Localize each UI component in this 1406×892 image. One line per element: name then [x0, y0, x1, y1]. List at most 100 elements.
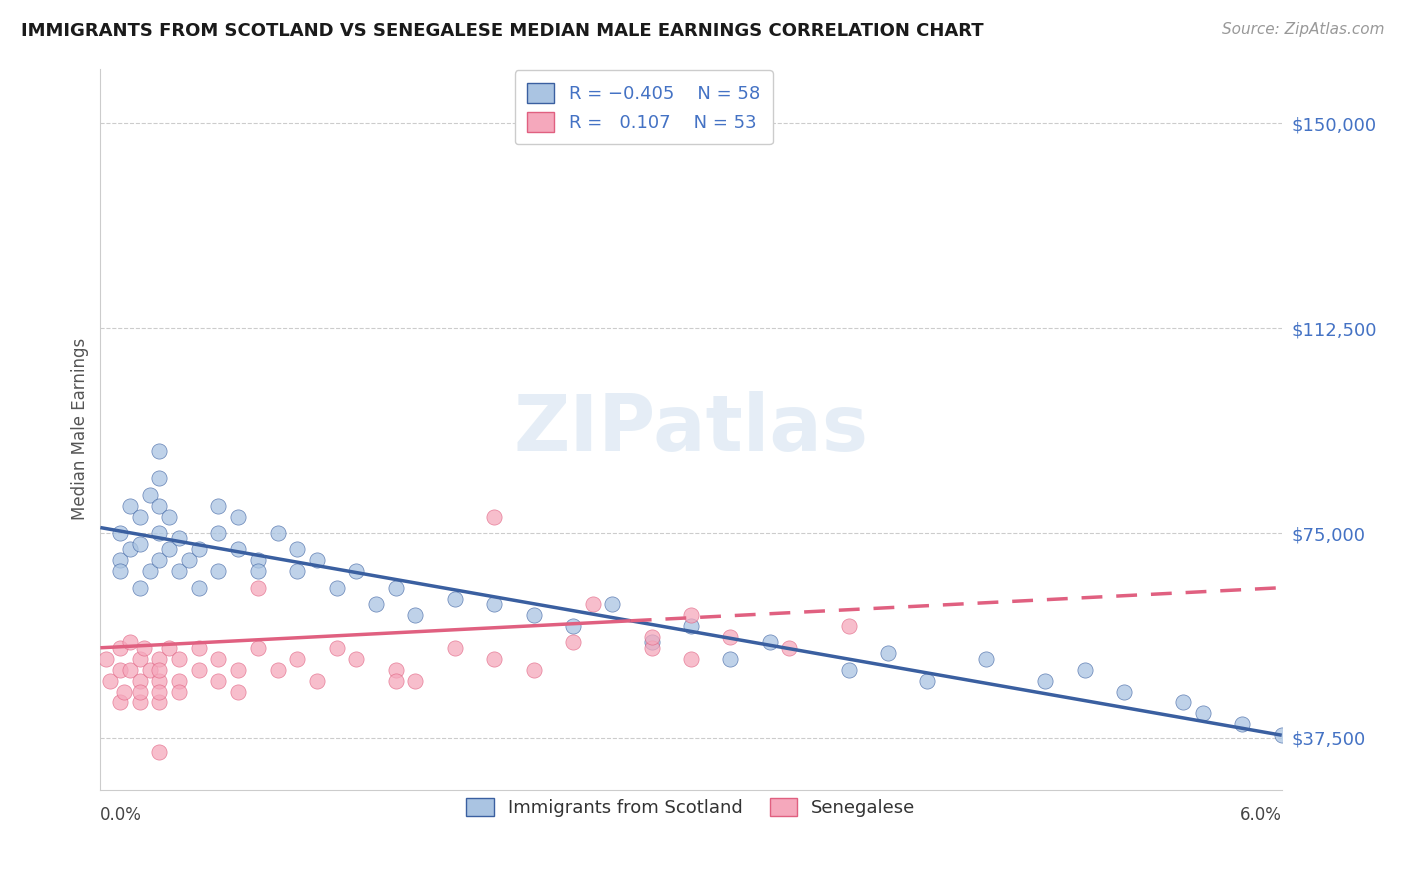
Point	[443, 640, 465, 655]
Point	[1271, 728, 1294, 742]
Point	[325, 581, 347, 595]
Point	[148, 471, 170, 485]
Point	[118, 663, 141, 677]
Point	[561, 635, 583, 649]
Point	[118, 542, 141, 557]
Point	[148, 651, 170, 665]
Point	[132, 640, 155, 655]
Point	[148, 526, 170, 541]
Point	[207, 564, 229, 578]
Point	[285, 564, 308, 578]
Point	[138, 564, 160, 578]
Point	[148, 673, 170, 688]
Point	[384, 663, 406, 677]
Text: Source: ZipAtlas.com: Source: ZipAtlas.com	[1222, 22, 1385, 37]
Point	[98, 673, 121, 688]
Text: ZIPatlas: ZIPatlas	[513, 392, 869, 467]
Point	[285, 542, 308, 557]
Point	[1232, 717, 1254, 731]
Point	[305, 673, 328, 688]
Point	[679, 619, 702, 633]
Point	[384, 581, 406, 595]
Point	[246, 640, 269, 655]
Point	[108, 553, 131, 567]
Point	[640, 630, 662, 644]
Point	[600, 597, 623, 611]
Point	[157, 640, 180, 655]
Point	[148, 663, 170, 677]
Point	[226, 684, 249, 698]
Point	[207, 499, 229, 513]
Point	[148, 444, 170, 458]
Point	[344, 564, 367, 578]
Point	[207, 673, 229, 688]
Point	[226, 663, 249, 677]
Point	[157, 509, 180, 524]
Point	[482, 651, 505, 665]
Point	[838, 663, 860, 677]
Point	[482, 597, 505, 611]
Point	[128, 581, 150, 595]
Point	[779, 640, 801, 655]
Point	[404, 673, 426, 688]
Point	[404, 607, 426, 622]
Point	[207, 526, 229, 541]
Point	[718, 630, 741, 644]
Point	[118, 499, 141, 513]
Point	[128, 651, 150, 665]
Text: IMMIGRANTS FROM SCOTLAND VS SENEGALESE MEDIAN MALE EARNINGS CORRELATION CHART: IMMIGRANTS FROM SCOTLAND VS SENEGALESE M…	[21, 22, 984, 40]
Point	[138, 488, 160, 502]
Point	[167, 651, 190, 665]
Point	[384, 673, 406, 688]
Point	[640, 635, 662, 649]
Point	[482, 509, 505, 524]
Point	[266, 663, 288, 677]
Point	[148, 745, 170, 759]
Point	[226, 509, 249, 524]
Point	[640, 640, 662, 655]
Point	[108, 663, 131, 677]
Point	[364, 597, 387, 611]
Point	[246, 553, 269, 567]
Point	[246, 581, 269, 595]
Point	[177, 553, 200, 567]
Point	[976, 651, 998, 665]
Point	[187, 640, 209, 655]
Point	[128, 684, 150, 698]
Point	[522, 607, 544, 622]
Point	[246, 564, 269, 578]
Point	[266, 526, 288, 541]
Point	[187, 581, 209, 595]
Point	[443, 591, 465, 606]
Point	[917, 673, 939, 688]
Point	[344, 651, 367, 665]
Point	[108, 640, 131, 655]
Point	[679, 651, 702, 665]
Point	[128, 537, 150, 551]
Point	[96, 651, 118, 665]
Point	[679, 607, 702, 622]
Point	[522, 663, 544, 677]
Point	[285, 651, 308, 665]
Point	[128, 509, 150, 524]
Point	[187, 542, 209, 557]
Point	[128, 673, 150, 688]
Point	[148, 553, 170, 567]
Point	[305, 553, 328, 567]
Point	[187, 663, 209, 677]
Point	[1074, 663, 1097, 677]
Point	[167, 684, 190, 698]
Point	[207, 651, 229, 665]
Point	[148, 684, 170, 698]
Point	[108, 564, 131, 578]
Point	[157, 542, 180, 557]
Point	[226, 542, 249, 557]
Point	[138, 663, 160, 677]
Point	[167, 532, 190, 546]
Point	[1114, 684, 1136, 698]
Point	[561, 619, 583, 633]
Point	[112, 684, 135, 698]
Point	[167, 673, 190, 688]
Point	[877, 646, 900, 660]
Point	[838, 619, 860, 633]
